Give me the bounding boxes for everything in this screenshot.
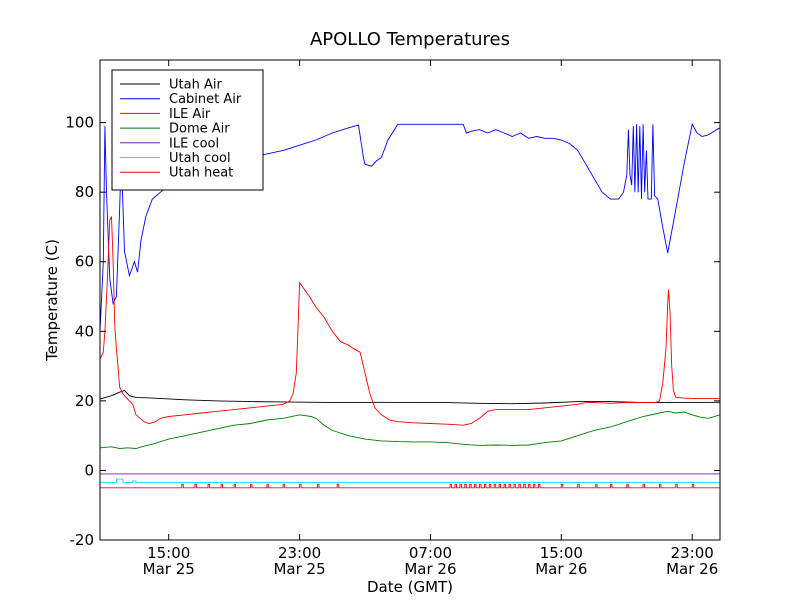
series-line-utah-heat — [100, 483, 720, 489]
y-tick-label: -20 — [70, 531, 95, 549]
series-line-utah-cool — [100, 478, 720, 484]
legend-label-ile-air: ILE Air — [169, 107, 211, 122]
x-tick-label-date: Mar 25 — [273, 560, 325, 578]
y-tick-label: 80 — [75, 183, 94, 201]
series-line-cabinet-air — [100, 123, 720, 332]
y-tick-label: 100 — [65, 114, 94, 132]
legend-label-utah-heat: Utah heat — [169, 166, 233, 181]
legend-label-cabinet-air: Cabinet Air — [169, 92, 242, 107]
chart-title: APOLLO Temperatures — [310, 29, 510, 50]
y-tick-label: 40 — [75, 322, 94, 340]
x-tick-label-date: Mar 26 — [666, 560, 718, 578]
y-tick-label: 20 — [75, 392, 94, 410]
series-line-ile-air — [100, 216, 720, 426]
series-line-utah-air — [100, 389, 720, 405]
x-tick-label-time: 23:00 — [278, 544, 321, 562]
y-tick-label: 0 — [84, 461, 94, 479]
legend-label-dome-air: Dome Air — [169, 122, 230, 137]
series-line-dome-air — [100, 410, 720, 449]
x-tick-label-time: 15:00 — [540, 544, 583, 562]
x-tick-label-time: 23:00 — [671, 544, 714, 562]
legend-label-utah-air: Utah Air — [169, 78, 222, 93]
x-axis-title: Date (GMT) — [367, 578, 453, 596]
series-group — [100, 123, 720, 489]
legend-label-utah-cool: Utah cool — [169, 151, 231, 166]
x-tick-label-date: Mar 26 — [535, 560, 587, 578]
y-tick-label: 60 — [75, 253, 94, 271]
x-tick-label-time: 15:00 — [147, 544, 190, 562]
x-tick-label-date: Mar 26 — [404, 560, 456, 578]
legend-box — [111, 69, 264, 191]
plot-frame — [99, 59, 721, 541]
legend-label-ile-cool: ILE cool — [169, 136, 219, 151]
y-axis-title: Temperature (C) — [43, 239, 61, 362]
x-tick-label-time: 07:00 — [409, 544, 452, 562]
x-tick-label-date: Mar 25 — [143, 560, 195, 578]
y-axis-ticks: -20 0 20 40 60 80 100 — [65, 114, 720, 549]
